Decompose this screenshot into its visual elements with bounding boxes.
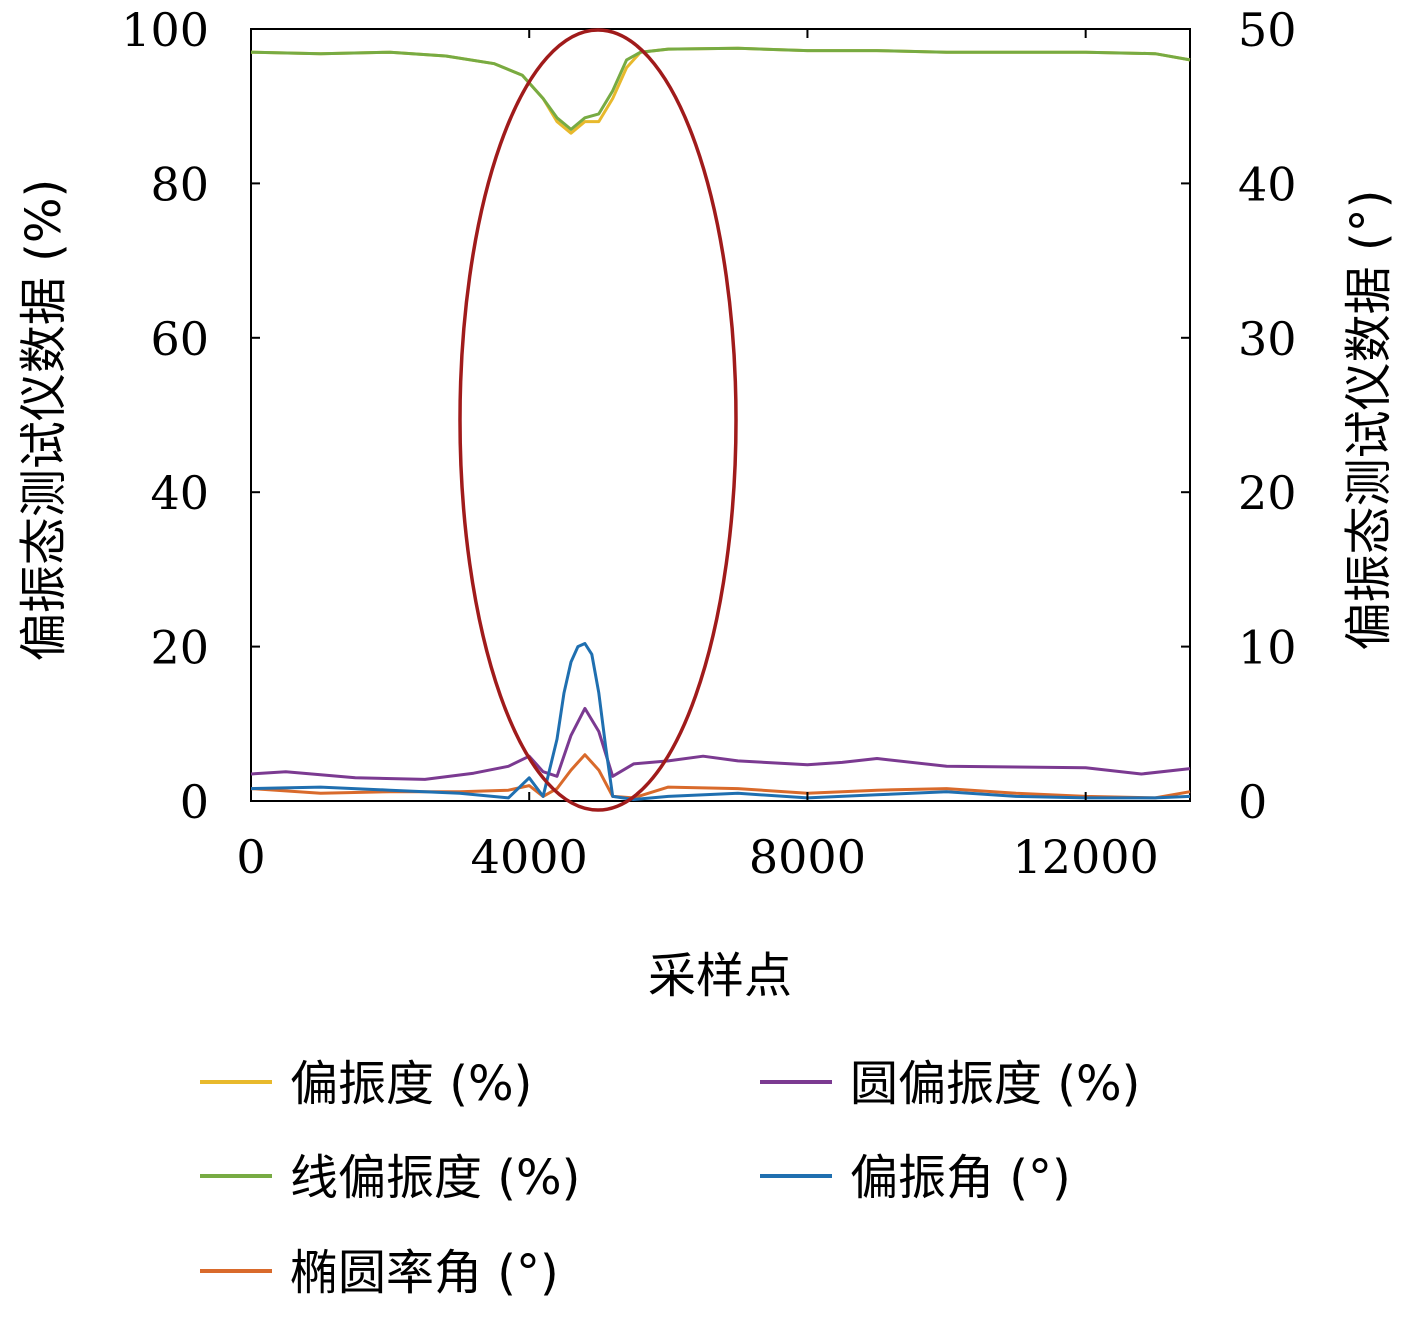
series-line-3 [250,706,1191,781]
y-axis-title-right: 偏振态测试仪数据 (°) [1341,190,1397,651]
y-right-tick-label: 10 [1238,621,1297,675]
tick-layer: 0 4000 8000 12000 0 20 40 60 80 100 0 10 20 30 40 50 [121,3,1296,884]
x-tick-label: 4000 [471,830,588,884]
legend-label-0: 偏振度 (%) [290,1056,532,1112]
plot-frame [250,28,1191,802]
x-tick-label: 0 [236,830,265,884]
x-tick-label: 8000 [749,830,866,884]
y-left-tick-label: 0 [180,775,209,829]
legend-label-1: 线偏振度 (%) [290,1150,580,1206]
y-left-tick-label: 80 [150,157,209,211]
highlight-ellipse [458,28,738,812]
legend-label-4: 偏振角 (°) [850,1150,1071,1206]
y-left-tick-label: 100 [121,3,209,57]
series-line-1 [250,46,1191,131]
x-axis-title: 采样点 [648,948,792,1004]
x-tick-label: 12000 [1012,830,1158,884]
y-right-tick-label: 30 [1238,312,1297,366]
y-right-tick-label: 50 [1238,3,1297,57]
legend: 偏振度 (%) 线偏振度 (%) 椭圆率角 (°) 圆偏振度 (%) 偏振角 (°) [200,1056,1140,1301]
series-line-2 [250,753,1191,800]
y-left-tick-label: 40 [150,466,209,520]
legend-label-2: 椭圆率角 (°) [290,1245,559,1301]
series-layer [250,46,1191,801]
y-right-tick-label: 20 [1238,466,1297,520]
y-right-tick-label: 40 [1238,157,1297,211]
y-left-tick-label: 60 [150,312,209,366]
y-left-tick-label: 20 [150,621,209,675]
legend-label-3: 圆偏振度 (%) [850,1056,1140,1112]
series-line-4 [250,642,1191,801]
series-line-0 [250,46,1191,135]
y-axis-title-left: 偏振态测试仪数据 (%) [16,179,72,661]
y-right-tick-label: 0 [1238,775,1267,829]
